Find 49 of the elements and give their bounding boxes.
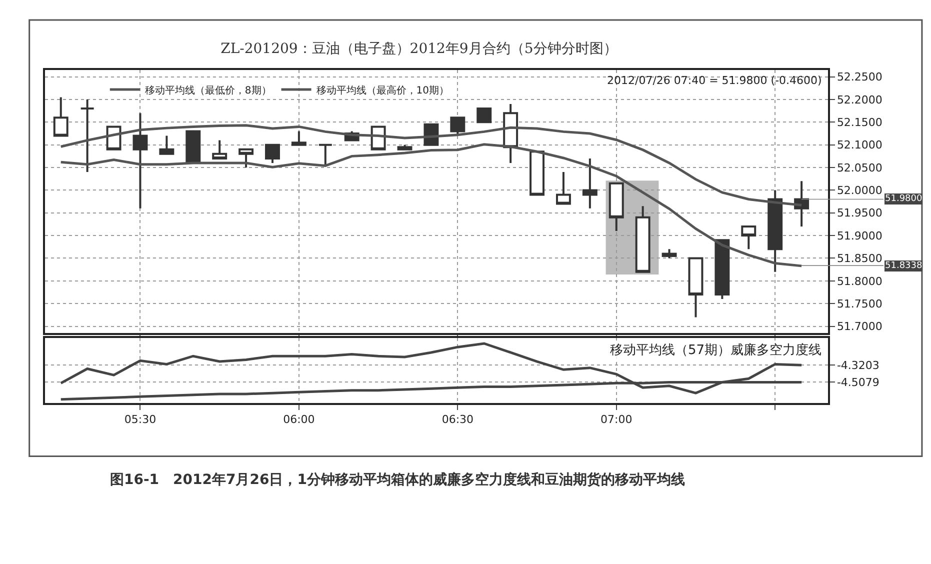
candlestick	[159, 134, 174, 155]
legend-label: 移动平均线（最高价，10期）	[316, 84, 450, 96]
candlestick	[212, 139, 228, 160]
candlestick	[582, 157, 598, 210]
y-tick-label: -4.5079	[836, 376, 880, 389]
x-tick-label: 06:00	[283, 413, 315, 426]
candlestick	[530, 150, 544, 196]
x-tick-label: 06:30	[442, 413, 474, 426]
annotation: 51.9800	[885, 194, 922, 204]
candlestick	[318, 144, 333, 166]
y-tick-label: 51.7000	[836, 320, 882, 334]
y-tick-label: 51.8000	[836, 274, 882, 288]
candlestick	[53, 96, 68, 137]
y-tick-label: 51.7500	[836, 297, 882, 310]
y-tick-label: 52.1000	[836, 138, 882, 152]
chart-title: ZL-201209：豆油（电子盘）2012年9月合约（5分钟分时图）	[220, 40, 618, 57]
candlestick	[556, 171, 571, 205]
candlestick	[662, 248, 677, 260]
candlestick	[80, 98, 95, 174]
candlestick	[476, 108, 492, 124]
line-series	[60, 143, 803, 268]
candlestick	[238, 148, 254, 169]
candlestick	[714, 239, 730, 300]
candlestick	[794, 180, 810, 228]
candlestick	[608, 182, 624, 232]
candlestick	[265, 144, 280, 164]
candlestick	[635, 205, 650, 273]
candlestick	[688, 257, 704, 318]
y-tick-label: 52.0500	[836, 161, 882, 174]
y-tick-label: 51.9000	[836, 229, 882, 242]
candlestick	[186, 130, 201, 164]
y-tick-label: 52.1500	[836, 116, 882, 130]
x-tick-label: 05:30	[124, 413, 156, 426]
caption: 图16-1 2012年7月26日，1分钟移动平均箱体的威廉多空力度线和豆油期货的移动平均线	[110, 471, 685, 488]
y-tick-label: 52.2000	[836, 93, 882, 106]
x-tick-label: 07:00	[600, 413, 632, 426]
candlestick	[741, 225, 756, 250]
annotation: 2012/07/26 07:40 = 51.9800 (-0.4600)	[607, 74, 822, 87]
legend-label: 移动平均线（最低价，8期）	[144, 84, 272, 96]
y-tick-label: -4.3203	[836, 358, 880, 372]
y-tick-label: 51.9500	[836, 206, 882, 220]
candlestick	[397, 144, 412, 150]
y-tick-label: 52.2500	[836, 70, 882, 84]
y-tick-label: 52.0000	[836, 184, 882, 198]
annotation: 51.8338	[885, 261, 922, 271]
annotation: 移动平均线（57期）威廉多空力度线	[610, 342, 822, 358]
candlestick	[768, 189, 783, 273]
candlestick	[291, 130, 306, 146]
y-tick-label: 51.8500	[836, 252, 882, 266]
